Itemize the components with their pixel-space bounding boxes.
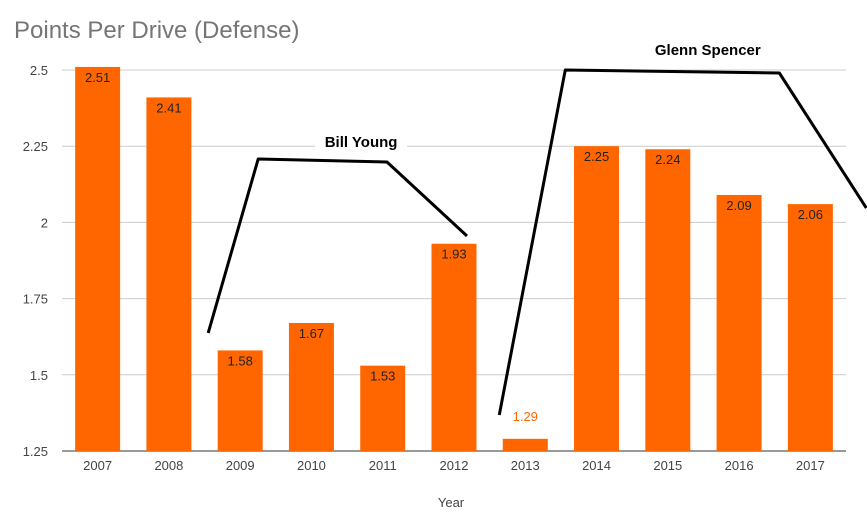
glenn-spencer-label: Glenn Spencer: [655, 42, 761, 59]
annotation-background: [639, 38, 776, 60]
x-tick-label: 2017: [796, 458, 825, 473]
bill-young-label: Bill Young: [325, 134, 398, 151]
bar-2014: [574, 146, 620, 451]
y-axis-tick-labels: 1.25 1.5 1.75 2 2.25 2.5: [23, 63, 48, 459]
annotations: Bill Young Glenn Spencer: [206, 38, 867, 416]
data-label: 2.41: [156, 100, 181, 115]
y-tick-label: 1.5: [30, 368, 48, 383]
x-tick-label: 2009: [226, 458, 255, 473]
x-tick-label: 2011: [369, 458, 397, 473]
x-tick-label: 2010: [297, 458, 326, 473]
data-label: 1.29: [513, 409, 538, 424]
bar-2008: [146, 97, 192, 451]
data-label: 1.93: [441, 247, 466, 262]
x-tick-label: 2013: [511, 458, 540, 473]
x-tick-label: 2008: [154, 458, 183, 473]
bar-2011: [360, 365, 406, 451]
bar-2009: [217, 350, 263, 451]
bar-2013: [502, 438, 548, 451]
data-labels: 2.51 2.41 1.58 1.67 1.53 1.93 1.29 2.25 2.24 2.09…: [85, 70, 823, 424]
data-label: 2.51: [85, 70, 110, 85]
data-label: 2.06: [798, 207, 823, 222]
bill-young-bracket: [206, 157, 469, 334]
y-tick-label: 2.5: [30, 63, 48, 78]
data-label: 1.58: [228, 353, 253, 368]
chart-title: Points Per Drive (Defense): [14, 17, 299, 44]
y-tick-label: 1.25: [23, 444, 48, 459]
bar-2012: [431, 243, 477, 451]
bar-2007: [75, 66, 121, 452]
x-tick-label: 2016: [725, 458, 754, 473]
x-tick-label: 2007: [83, 458, 112, 473]
bar-2016: [716, 194, 762, 451]
bar-2015: [645, 149, 691, 452]
data-label: 1.53: [370, 369, 395, 384]
annotation-background: [315, 130, 408, 152]
data-label: 1.67: [299, 326, 324, 341]
data-label: 2.25: [584, 149, 609, 164]
y-tick-label: 2.25: [23, 139, 48, 154]
x-tick-label: 2015: [653, 458, 682, 473]
x-axis-tick-labels: 2007 2008 2009 2010 2011 2012 2013 2014 2015 2016…: [83, 458, 825, 473]
y-tick-label: 2: [41, 215, 48, 230]
bar-2017: [787, 204, 833, 451]
x-axis-title: Year: [438, 495, 465, 510]
glenn-spencer-bracket: [497, 68, 867, 416]
bars: [75, 66, 833, 452]
data-label: 2.24: [655, 152, 680, 167]
y-tick-label: 1.75: [23, 292, 48, 307]
data-label: 2.09: [726, 198, 751, 213]
bar-2010: [288, 322, 334, 451]
x-tick-label: 2012: [440, 458, 469, 473]
x-tick-label: 2014: [582, 458, 611, 473]
